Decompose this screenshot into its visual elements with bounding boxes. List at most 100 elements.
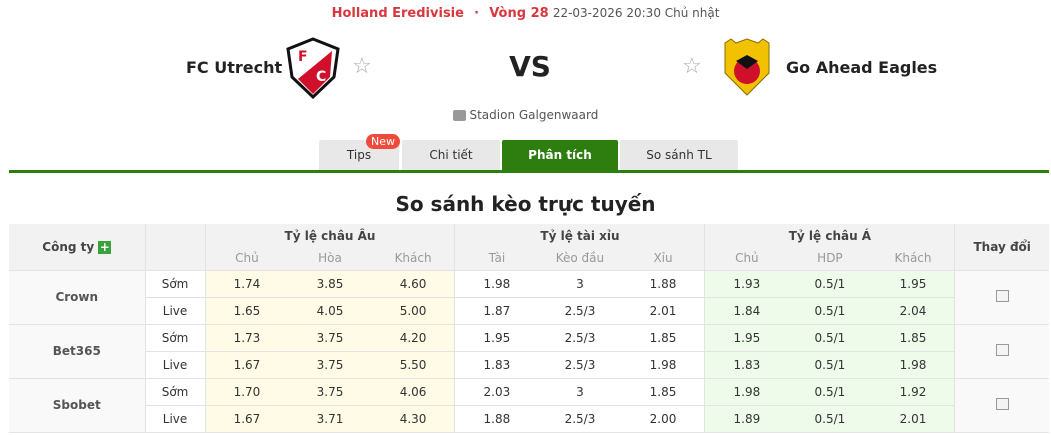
odds-cell: 1.98 [704,378,789,406]
odds-cell: 0.5/1 [788,270,872,298]
sub-header: Khách [871,247,955,271]
odds-cell: 4.06 [371,378,455,406]
odds-cell: 5.00 [371,297,455,325]
odds-cell: 4.05 [288,297,372,325]
away-team-name[interactable]: Go Ahead Eagles [786,58,938,77]
odds-cell: 3 [538,378,622,406]
odds-cell: 1.89 [704,405,789,433]
odds-cell: 0.5/1 [788,378,872,406]
table-row: Live 1.67 3.71 4.30 1.88 2.5/3 2.00 1.89 0.5/1 2.… [9,405,1049,433]
odds-cell: 2.03 [454,378,539,406]
odds-cell: 2.5/3 [538,405,622,433]
league-link[interactable]: Holland Eredivisie [331,6,464,21]
table-row: Crown Sớm 1.74 3.85 4.60 1.98 3 1.88 1.93 0.5/1 1.… [9,270,1049,325]
table-row: Bet365 Sớm 1.73 3.75 4.20 1.95 2.5/3 1.85 1.95 0.… [9,324,1049,379]
odds-cell: 1.85 [871,324,955,352]
odds-table: Công ty + Tỷ lệ châu Âu Tỷ lệ tài xỉu Tỷ … [9,224,1049,433]
odds-cell: 1.84 [704,297,789,325]
home-team-logo: F C [286,37,340,99]
odds-cell: 1.67 [204,351,289,379]
company-name[interactable]: Bet365 [9,324,146,379]
odds-cell: 4.60 [371,270,455,298]
line-chart-icon[interactable] [995,397,1009,410]
odds-type: Live [144,351,206,379]
odds-cell: 1.74 [204,270,289,298]
odds-cell: 1.98 [454,270,539,298]
stadium-icon [452,110,466,121]
odds-cell: 1.85 [621,324,705,352]
odds-change-cell[interactable] [954,324,1049,379]
odds-cell: 1.73 [204,324,289,352]
asian-odds-header: Tỷ lệ châu Á [704,224,955,247]
sub-header: Tài [454,247,539,271]
tab-so-sanh-tl[interactable]: So sánh TL [620,140,738,170]
sub-header: Hòa [288,247,372,271]
odds-type: Live [144,297,206,325]
odds-type: Sớm [144,324,206,352]
odds-cell: 1.67 [204,405,289,433]
odds-cell: 2.00 [621,405,705,433]
tab-divider [9,170,1049,173]
odds-cell: 4.30 [371,405,455,433]
odds-cell: 0.5/1 [788,351,872,379]
odds-cell: 3.75 [288,378,372,406]
sub-header: Khách [371,247,455,271]
stadium: Stadion Galgenwaard [0,108,1051,122]
odds-type: Sớm [144,378,206,406]
line-chart-icon[interactable] [995,343,1009,356]
odds-cell: 1.98 [621,351,705,379]
vs-label: VS [509,50,551,83]
home-team-name[interactable]: FC Utrecht [186,58,283,77]
odds-cell: 0.5/1 [788,324,872,352]
odds-cell: 1.92 [871,378,955,406]
odds-cell: 2.5/3 [538,297,622,325]
odds-cell: 2.5/3 [538,324,622,352]
table-row: Live 1.65 4.05 5.00 1.87 2.5/3 2.01 1.84 0.5/1 2.… [9,297,1049,325]
table-row: Sbobet Sớm 1.70 3.75 4.06 2.03 3 1.85 1.98 0.5/1 1… [9,378,1049,433]
favorite-home-star-icon[interactable]: ☆ [352,54,372,79]
company-name[interactable]: Sbobet [9,378,146,433]
odds-cell: 3 [538,270,622,298]
favorite-away-star-icon[interactable]: ☆ [682,54,702,79]
odds-cell: 1.65 [204,297,289,325]
odds-change-cell[interactable] [954,378,1049,433]
match-header: Holland Eredivisie · Vòng 28 22-03-2026 … [0,6,1051,21]
sub-header: Chủ [204,247,289,271]
odds-cell: 1.85 [621,378,705,406]
add-company-icon[interactable]: + [98,239,112,254]
svg-text:C: C [316,69,326,85]
change-header: Thay đổi [954,224,1049,271]
euro-odds-header: Tỷ lệ châu Âu [204,224,455,247]
odds-cell: 1.70 [204,378,289,406]
odds-cell: 1.95 [454,324,539,352]
odds-change-cell[interactable] [954,270,1049,325]
separator: · [474,6,480,21]
new-badge: New [366,134,400,149]
match-datetime: 22-03-2026 20:30 Chủ nhật [552,6,720,20]
odds-cell: 1.83 [704,351,789,379]
tab-phan-tich[interactable]: Phân tích [502,140,618,170]
line-chart-icon[interactable] [995,289,1009,302]
tab-chi-tiet[interactable]: Chi tiết [402,140,500,170]
sub-header: Chủ [704,247,789,271]
odds-cell: 1.95 [704,324,789,352]
stadium-name: Stadion Galgenwaard [469,108,599,122]
type-header [144,224,206,271]
odds-cell: 3.85 [288,270,372,298]
odds-cell: 4.20 [371,324,455,352]
odds-cell: 0.5/1 [788,297,872,325]
round: Vòng 28 [489,6,549,21]
odds-cell: 1.88 [454,405,539,433]
over-under-header: Tỷ lệ tài xỉu [454,224,705,247]
sub-header: HDP [788,247,872,271]
odds-cell: 2.5/3 [538,351,622,379]
odds-cell: 1.95 [871,270,955,298]
section-title: So sánh kèo trực tuyến [395,192,656,216]
odds-cell: 1.98 [871,351,955,379]
company-header: Công ty + [9,224,146,271]
odds-cell: 3.75 [288,324,372,352]
company-name[interactable]: Crown [9,270,146,325]
odds-cell: 3.71 [288,405,372,433]
table-row: Live 1.67 3.75 5.50 1.83 2.5/3 1.98 1.83 0.5/1 1.… [9,351,1049,379]
odds-cell: 2.04 [871,297,955,325]
